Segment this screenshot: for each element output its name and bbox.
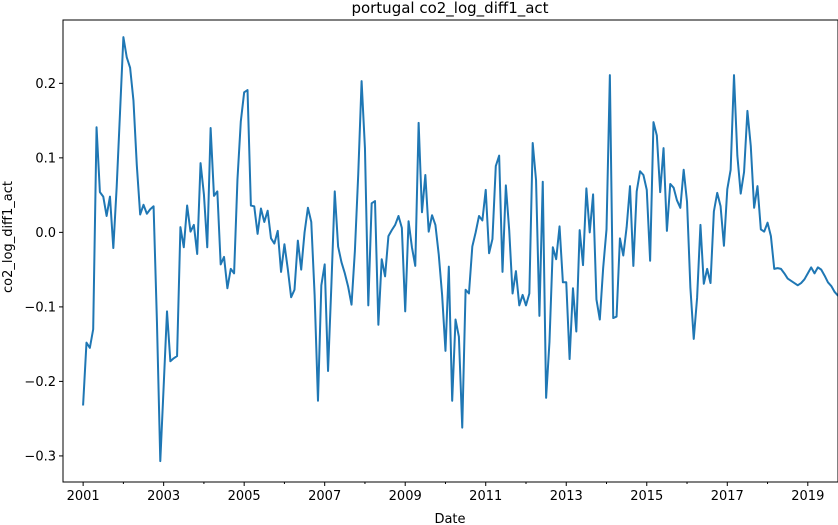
y-tick-label: 0.0 bbox=[35, 226, 56, 241]
x-tick-label: 2013 bbox=[550, 489, 583, 504]
x-axis-ticks: 2001 2003 2005 2007 2009 2011 2013 2015 2017 2019 bbox=[67, 482, 824, 504]
x-tick-label: 2001 bbox=[67, 489, 100, 504]
x-tick-label: 2005 bbox=[228, 489, 261, 504]
y-axis-ticks: −0.3 −0.2 −0.1 0.0 0.1 0.2 bbox=[24, 77, 63, 464]
plot-area bbox=[62, 19, 838, 483]
series-line bbox=[82, 36, 838, 463]
x-axis-label: Date bbox=[434, 512, 465, 525]
y-tick-label: −0.2 bbox=[24, 375, 56, 390]
y-tick-label: −0.1 bbox=[24, 300, 56, 315]
y-tick-label: 0.2 bbox=[35, 77, 56, 92]
x-tick-label: 2017 bbox=[711, 489, 744, 504]
x-tick-label: 2009 bbox=[389, 489, 422, 504]
x-tick-label: 2011 bbox=[469, 489, 502, 504]
x-tick-label: 2007 bbox=[308, 489, 341, 504]
x-tick-label: 2019 bbox=[791, 489, 824, 504]
y-tick-label: −0.3 bbox=[24, 449, 56, 464]
chart-title: portugal co2_log_diff1_act bbox=[351, 0, 548, 18]
y-axis-label: co2_log_diff1_act bbox=[1, 181, 16, 293]
x-tick-label: 2003 bbox=[147, 489, 180, 504]
plot-frame bbox=[62, 19, 838, 483]
y-tick-label: 0.1 bbox=[35, 151, 56, 166]
x-tick-label: 2015 bbox=[630, 489, 663, 504]
